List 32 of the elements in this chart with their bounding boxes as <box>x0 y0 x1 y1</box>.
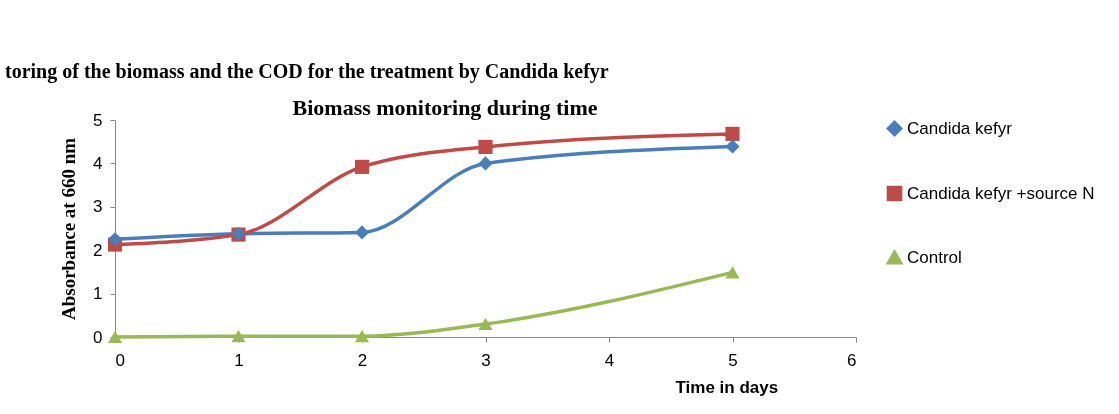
x-tick-label: 2 <box>357 350 368 370</box>
x-tick-label: 1 <box>234 350 244 370</box>
y-tick-label: 3 <box>93 197 103 217</box>
x-tick-label: 3 <box>481 350 491 370</box>
point <box>231 330 246 343</box>
x-tick-label: 6 <box>847 350 857 370</box>
legend-label: Candida kefyr <box>907 118 1013 138</box>
y-axis-title: Absorbance at 660 nm <box>58 137 80 321</box>
point <box>354 159 370 174</box>
point <box>354 330 370 343</box>
x-tick-label: 0 <box>115 350 125 370</box>
point <box>478 139 493 154</box>
point <box>478 156 493 171</box>
point <box>725 126 740 141</box>
point <box>354 225 370 240</box>
text: toring of the biomass and the COD for the treatment by Candida kefyr <box>5 60 609 83</box>
y-tick-label: 0 <box>93 327 103 347</box>
legend-label: Candida kefyr +source N <box>907 183 1095 203</box>
y-tick-label: 4 <box>93 153 103 173</box>
point <box>107 232 123 247</box>
y-tick-label: 1 <box>93 284 103 304</box>
point <box>725 139 740 154</box>
legend-label: Control <box>907 247 962 267</box>
chart-title: Biomass monitoring during time <box>292 95 598 120</box>
point <box>478 317 493 331</box>
x-tick-label: 5 <box>728 350 738 370</box>
point <box>107 330 123 344</box>
y-tick-label: 2 <box>93 240 103 260</box>
point <box>725 266 740 279</box>
y-tick-label: 5 <box>93 110 103 130</box>
x-tick-label: 4 <box>604 350 615 370</box>
x-axis-title: Time in days <box>675 377 779 397</box>
